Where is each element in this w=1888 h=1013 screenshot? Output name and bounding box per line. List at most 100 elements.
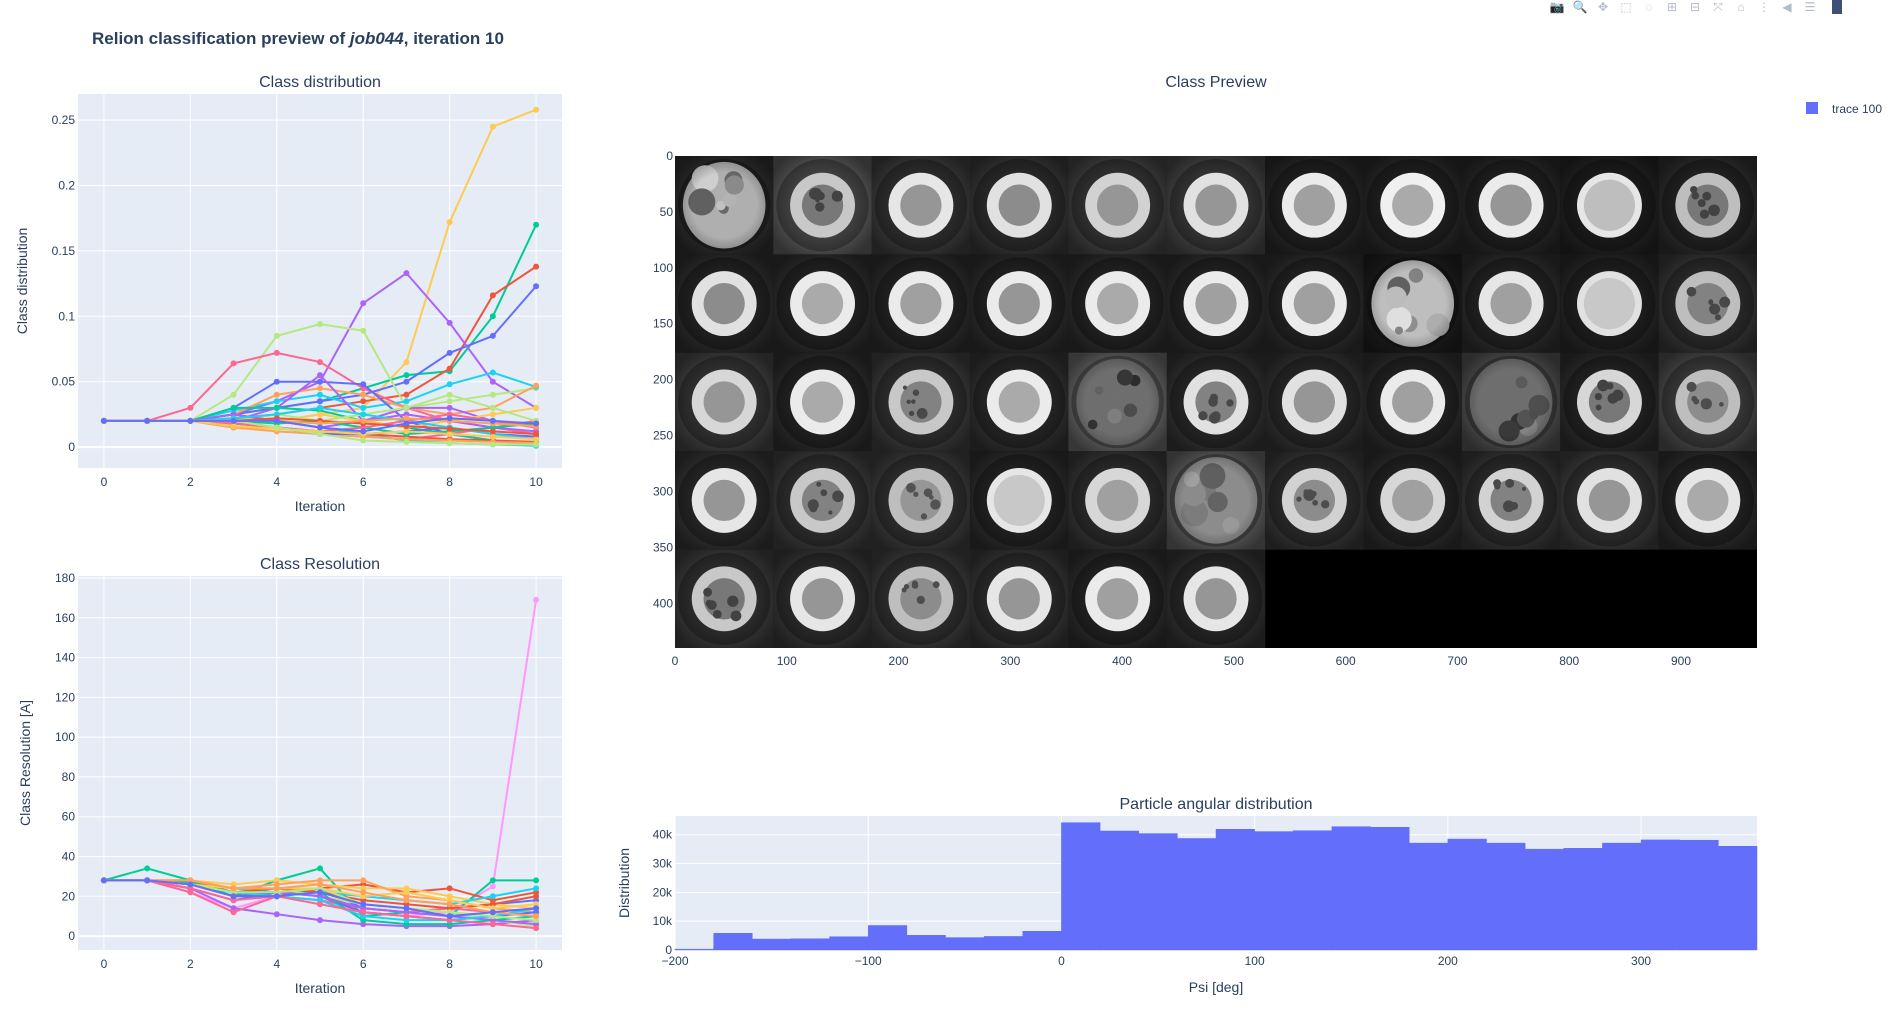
- class-image[interactable]: [1560, 352, 1659, 452]
- class-image[interactable]: [1363, 254, 1462, 353]
- class-image[interactable]: [970, 156, 1069, 255]
- data-point[interactable]: [489, 332, 496, 339]
- data-point[interactable]: [533, 263, 540, 270]
- class-image[interactable]: [1658, 156, 1757, 255]
- data-point[interactable]: [533, 885, 540, 892]
- class-image[interactable]: [1461, 156, 1561, 255]
- camera-icon[interactable]: 📷: [1549, 0, 1565, 14]
- data-point[interactable]: [489, 883, 496, 890]
- data-point[interactable]: [317, 321, 323, 328]
- class-image[interactable]: [1265, 156, 1364, 255]
- class-image[interactable]: [1461, 352, 1561, 452]
- class-image[interactable]: [1166, 156, 1266, 255]
- data-point[interactable]: [317, 411, 323, 418]
- data-point[interactable]: [403, 415, 410, 422]
- class-image[interactable]: [1068, 451, 1167, 550]
- data-point[interactable]: [403, 404, 410, 411]
- data-point[interactable]: [403, 378, 410, 385]
- data-point[interactable]: [273, 424, 280, 431]
- class-image[interactable]: [1166, 451, 1266, 550]
- hover-compare-icon[interactable]: ☰: [1804, 0, 1816, 14]
- histogram-bar[interactable]: [1061, 822, 1101, 951]
- histogram-bar[interactable]: [1679, 839, 1719, 951]
- data-point[interactable]: [446, 431, 453, 437]
- class-image[interactable]: [970, 254, 1069, 353]
- class-image[interactable]: [675, 549, 774, 648]
- data-point[interactable]: [273, 391, 280, 398]
- histogram-bar[interactable]: [1254, 831, 1294, 951]
- class-image[interactable]: [1265, 451, 1364, 550]
- class-image[interactable]: [871, 549, 971, 648]
- data-point[interactable]: [533, 283, 540, 290]
- zoom-out-icon[interactable]: ⊟: [1689, 0, 1701, 14]
- data-point[interactable]: [489, 411, 496, 418]
- class-image[interactable]: [1363, 352, 1462, 452]
- data-point[interactable]: [403, 913, 410, 920]
- data-point[interactable]: [489, 292, 496, 299]
- histogram-bar[interactable]: [1408, 842, 1449, 951]
- data-point[interactable]: [230, 423, 237, 430]
- class-image[interactable]: [675, 352, 774, 452]
- class-image[interactable]: [871, 156, 971, 255]
- histogram-bar[interactable]: [867, 925, 908, 951]
- data-point[interactable]: [360, 417, 367, 424]
- class-image[interactable]: [1068, 156, 1167, 255]
- data-point[interactable]: [446, 440, 453, 447]
- lasso-select-icon[interactable]: ◌: [1645, 0, 1653, 14]
- data-point[interactable]: [360, 300, 367, 307]
- data-point[interactable]: [489, 123, 496, 130]
- class-image[interactable]: [1363, 451, 1462, 550]
- data-point[interactable]: [360, 327, 367, 334]
- class-image[interactable]: [773, 254, 872, 353]
- class-image[interactable]: [1560, 254, 1659, 353]
- data-point[interactable]: [317, 917, 323, 924]
- data-point[interactable]: [489, 909, 496, 916]
- data-point[interactable]: [403, 428, 410, 435]
- histogram-bar[interactable]: [1177, 838, 1217, 951]
- data-point[interactable]: [360, 404, 367, 411]
- data-point[interactable]: [446, 319, 453, 326]
- data-point[interactable]: [533, 436, 540, 443]
- data-point[interactable]: [230, 909, 237, 916]
- data-point[interactable]: [533, 420, 540, 427]
- class-image[interactable]: [1265, 352, 1364, 452]
- zoom-icon[interactable]: 🔍: [1572, 0, 1588, 14]
- data-point[interactable]: [533, 893, 540, 900]
- data-point[interactable]: [144, 865, 151, 872]
- data-point[interactable]: [533, 221, 540, 228]
- data-point[interactable]: [403, 359, 410, 366]
- data-point[interactable]: [360, 889, 367, 896]
- data-point[interactable]: [533, 596, 540, 603]
- data-point[interactable]: [533, 925, 540, 932]
- data-point[interactable]: [446, 404, 453, 411]
- histogram-bar[interactable]: [1447, 838, 1487, 951]
- data-point[interactable]: [489, 441, 496, 448]
- data-point[interactable]: [317, 901, 323, 908]
- data-point[interactable]: [403, 372, 410, 379]
- histogram-bar[interactable]: [945, 937, 985, 951]
- data-point[interactable]: [360, 877, 367, 884]
- data-point[interactable]: [317, 404, 323, 411]
- data-point[interactable]: [403, 438, 410, 445]
- data-point[interactable]: [533, 913, 540, 920]
- class-image[interactable]: [970, 352, 1069, 452]
- data-point[interactable]: [489, 417, 496, 424]
- data-point[interactable]: [317, 889, 323, 896]
- data-point[interactable]: [144, 877, 151, 884]
- class-image[interactable]: [1560, 156, 1659, 255]
- class-image[interactable]: [1068, 352, 1167, 452]
- data-point[interactable]: [360, 398, 367, 405]
- data-point[interactable]: [273, 885, 280, 892]
- data-point[interactable]: [273, 332, 280, 339]
- data-point[interactable]: [489, 433, 496, 440]
- series-19[interactable]: [100, 877, 540, 920]
- data-point[interactable]: [230, 404, 237, 411]
- class-image[interactable]: [1166, 352, 1266, 452]
- data-point[interactable]: [446, 365, 453, 372]
- histogram-bar[interactable]: [1718, 846, 1758, 951]
- data-point[interactable]: [360, 391, 367, 398]
- data-point[interactable]: [446, 425, 453, 432]
- histogram-bar[interactable]: [790, 938, 830, 951]
- data-point[interactable]: [360, 381, 367, 388]
- histogram-bar[interactable]: [713, 933, 753, 951]
